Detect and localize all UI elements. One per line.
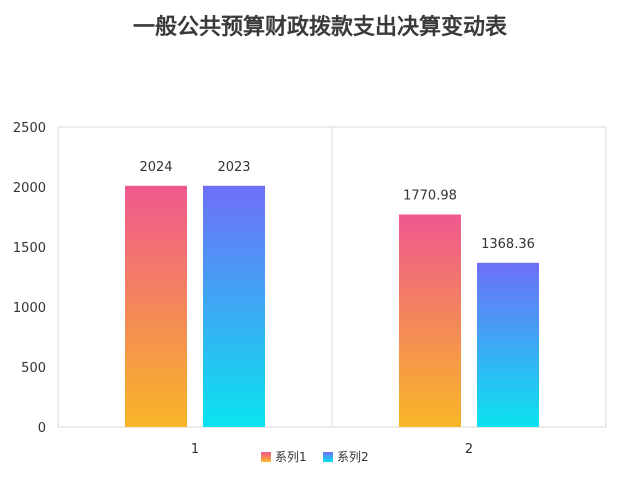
data-label: 2023 (217, 160, 250, 175)
y-tick-label: 2000 (13, 181, 46, 196)
x-tick-label: 2 (465, 442, 473, 457)
chart-title: 一般公共预算财政拨款支出决算变动表 (133, 14, 508, 40)
bar-series1-cat1[interactable] (125, 185, 187, 427)
bar-series2-cat1[interactable] (203, 185, 265, 427)
y-tick-label: 1500 (13, 241, 46, 256)
x-tick-label: 1 (191, 442, 199, 457)
data-label: 1368.36 (481, 237, 535, 252)
y-tick-label: 1000 (13, 301, 46, 316)
legend-swatch[interactable] (261, 452, 271, 462)
y-tick-label: 0 (38, 421, 46, 436)
bar-series2-cat2[interactable] (477, 262, 539, 427)
y-tick-label: 2500 (13, 121, 46, 136)
legend-label[interactable]: 系列1 (275, 450, 307, 464)
legend-label[interactable]: 系列2 (337, 450, 369, 464)
data-label: 2024 (139, 160, 172, 175)
data-label: 1770.98 (403, 188, 457, 203)
legend-swatch[interactable] (323, 452, 333, 462)
y-tick-label: 500 (21, 361, 46, 376)
bar-series1-cat2[interactable] (399, 214, 461, 427)
